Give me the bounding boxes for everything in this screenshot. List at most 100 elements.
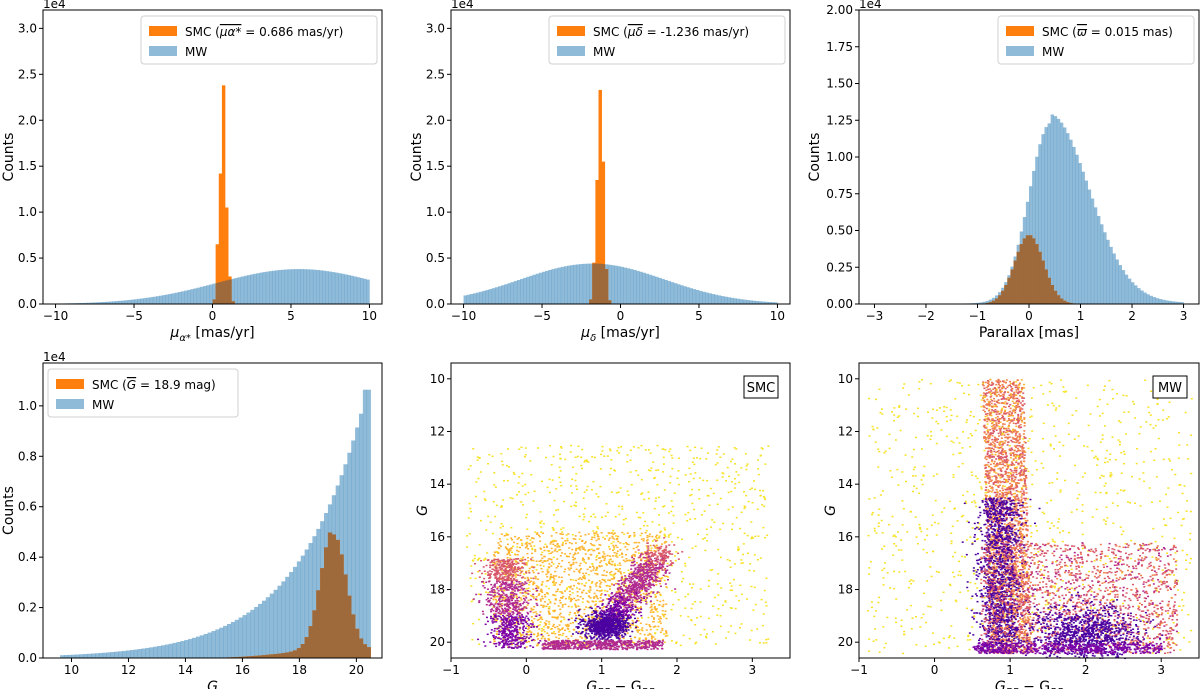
cmd-point — [641, 566, 644, 568]
mw-bar — [642, 272, 646, 304]
cmd-point — [493, 615, 496, 618]
cmd-point — [498, 572, 501, 574]
cmd-point — [658, 496, 661, 499]
mw-bar — [237, 277, 242, 304]
cmd-point — [767, 638, 770, 640]
cmd-point — [761, 448, 764, 450]
cmd-point — [665, 546, 668, 549]
cmd-point — [528, 542, 531, 545]
cmd-point — [643, 556, 646, 559]
cmd-point — [568, 598, 571, 600]
cmd-point — [583, 542, 586, 545]
cmd-point — [501, 622, 504, 624]
cmd-point — [477, 477, 480, 480]
mw-bar — [1115, 259, 1119, 304]
cmd-point — [615, 604, 618, 606]
cmd-point — [478, 601, 481, 604]
cmd-point — [519, 567, 522, 570]
cmd-point — [515, 621, 518, 624]
cmd-point — [566, 539, 569, 542]
cmd-point — [603, 610, 606, 612]
cmd-point — [500, 564, 503, 567]
cmd-point — [654, 547, 657, 549]
cmd-point — [758, 641, 761, 644]
cmd-point — [498, 544, 501, 546]
x-tick-label: 0 — [1025, 309, 1033, 323]
mw-bar — [664, 280, 668, 304]
cmd-point — [631, 603, 634, 606]
cmd-point — [671, 457, 674, 459]
cmd-point — [614, 555, 617, 557]
cmd-point — [517, 550, 520, 553]
cmd-point — [512, 596, 515, 599]
cmd-point — [567, 555, 570, 558]
cmd-point — [527, 579, 530, 581]
cmd-point — [646, 550, 649, 552]
cmd-point — [499, 560, 502, 562]
cmd-point — [657, 571, 660, 574]
mw-bar — [1109, 246, 1113, 304]
cmd-point — [490, 570, 493, 573]
cmd-point — [519, 546, 522, 549]
mw-bar — [176, 641, 181, 658]
cmd-point — [569, 611, 572, 614]
cmd-point — [515, 593, 518, 596]
cmd-point — [496, 579, 499, 582]
cmd-point — [560, 581, 563, 584]
cmd-point — [703, 628, 706, 631]
cmd-point — [727, 508, 730, 511]
cmd-point — [488, 580, 491, 583]
mw-bar — [254, 606, 259, 658]
cmd-point — [582, 547, 585, 549]
cmd-point — [504, 608, 507, 610]
cmd-point — [647, 549, 650, 551]
cmd-point — [687, 593, 690, 596]
cmd-point — [626, 599, 629, 602]
cmd-point — [656, 560, 659, 563]
cmd-point — [518, 612, 521, 615]
cmd-point — [619, 487, 622, 489]
cmd-point — [628, 559, 631, 562]
cmd-point — [591, 536, 594, 539]
cmd-point — [507, 638, 510, 640]
cmd-point — [515, 609, 518, 612]
cmd-point — [498, 630, 501, 632]
cmd-point — [500, 522, 503, 525]
legend-post: = 18.9 mag) — [136, 378, 216, 392]
mw-bar — [300, 269, 304, 304]
cmd-point — [496, 628, 499, 630]
cmd-point — [569, 600, 572, 603]
cmd-point — [542, 565, 545, 567]
cmd-point — [540, 559, 543, 562]
cmd-point — [521, 559, 524, 562]
cmd-point — [730, 607, 733, 609]
cmd-point — [569, 451, 572, 453]
cmd-point — [614, 582, 617, 585]
cmd-point — [503, 612, 506, 614]
cmd-point — [745, 494, 748, 497]
cmd-point — [654, 554, 657, 556]
cmd-point — [644, 589, 647, 592]
cmd-point — [624, 517, 627, 520]
cmd-point — [530, 537, 533, 539]
cmd-point — [613, 594, 616, 597]
cmd-point — [637, 474, 640, 476]
panel-pmdec: −10 −5 0 5 100.00.51.01.52.02.53.01e4Countsμ… — [409, 0, 791, 344]
cmd-point — [583, 612, 586, 615]
cmd-point — [601, 516, 604, 519]
cmd-point — [536, 635, 539, 638]
cmd-point — [574, 542, 577, 544]
cmd-point — [654, 632, 657, 635]
cmd-point — [663, 534, 666, 537]
mw-bar — [83, 654, 88, 658]
cmd-point — [505, 573, 508, 575]
cmd-point — [521, 619, 524, 621]
cmd-point — [627, 603, 630, 606]
cmd-point — [622, 523, 625, 526]
cmd-point — [648, 584, 651, 586]
cmd-point — [663, 569, 666, 571]
smc-bar — [218, 173, 223, 304]
cmd-point — [512, 606, 515, 609]
cmd-point — [600, 609, 603, 612]
cmd-point — [638, 629, 641, 631]
